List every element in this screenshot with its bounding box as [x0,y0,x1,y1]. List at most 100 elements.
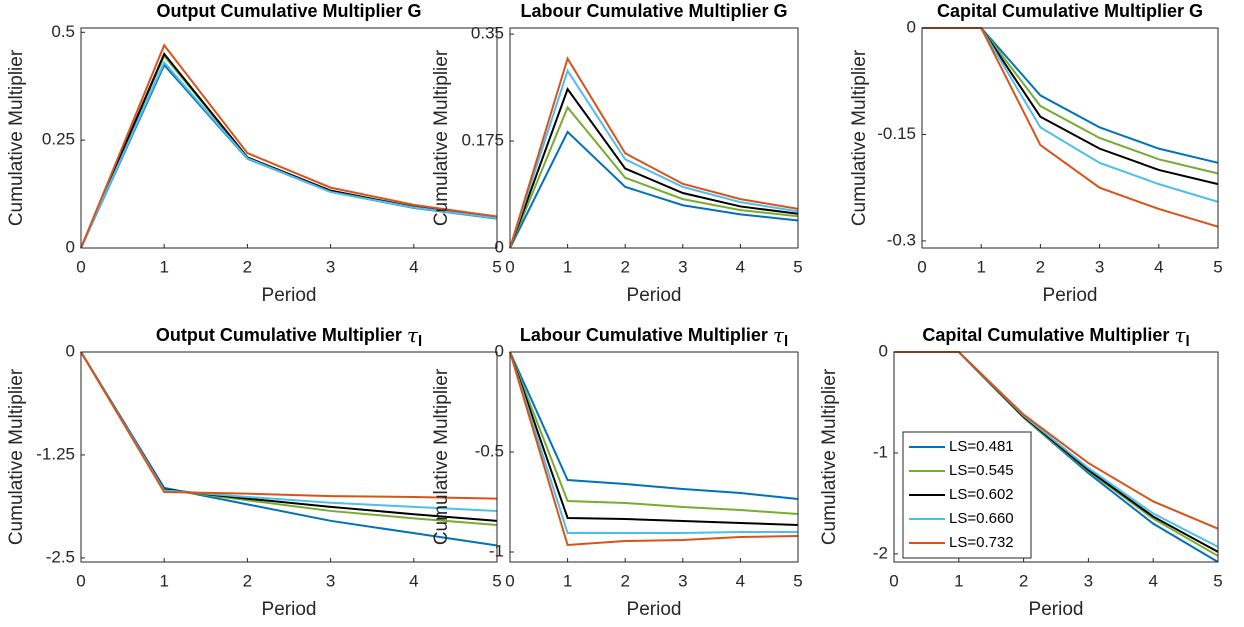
x-axis-label: Period [262,285,317,306]
series-line [509,105,799,249]
y-tick-label: -2.5 [46,547,75,566]
x-tick-label: 0 [917,257,926,276]
legend-label: LS=0.481 [949,438,1014,455]
x-tick-label: 5 [1213,571,1222,590]
x-tick-label: 5 [492,257,501,276]
x-tick-label: 1 [976,257,985,276]
y-tick-label: 0 [879,341,888,360]
title-subscript: l [1185,333,1189,350]
legend-label: LS=0.732 [949,534,1014,551]
x-tick-label: 4 [736,571,745,590]
subplot: Labour Cumulative Multiplier τl Period Cum… [431,323,803,621]
subplot: Output Cumulative Multiplier G Period Cumu… [6,1,502,306]
x-tick-label: 4 [1148,571,1157,590]
title-text: Output Cumulative Multiplier [156,325,402,345]
x-tick-label: 1 [954,571,963,590]
y-tick-label: -2 [873,543,888,562]
y-tick-label: -1 [489,541,504,560]
y-tick-label: 0 [495,237,504,256]
y-tick-label: 0 [495,341,504,360]
title-subscript: l [418,333,422,350]
title-text: Capital Cumulative Multiplier G [937,1,1203,21]
axes-box [921,27,1219,249]
title-text: Labour Cumulative Multiplier G [520,1,787,21]
x-tick-label: 0 [505,257,514,276]
chart-title: Labour Cumulative Multiplier G [520,1,787,21]
chart-title: Capital Cumulative Multiplier G [937,1,1203,21]
series-line [509,130,799,249]
series-line [922,27,1219,228]
y-tick-label: -1.25 [36,444,75,463]
x-tick-label: 5 [1213,257,1222,276]
series-line [80,43,498,249]
axes-box [80,27,498,249]
chart-title: Output Cumulative Multiplier τl [156,323,422,350]
series-line [509,68,799,249]
y-axis-label: Cumulative Multiplier [6,49,27,226]
title-symbol: τ [1174,323,1186,347]
series-line [922,27,1219,164]
axes-box [509,27,799,249]
title-symbol: τ [773,323,785,347]
y-tick-label: 0.175 [461,131,504,150]
y-tick-label: 0 [66,341,75,360]
title-text: Labour Cumulative Multiplier [520,325,768,345]
series-line [509,351,799,547]
y-tick-label: 0 [907,17,916,36]
y-axis-label: Cumulative Multiplier [431,368,452,545]
series-line [509,351,799,515]
x-tick-label: 1 [563,257,572,276]
title-subscript: l [784,333,788,350]
y-tick-label: 0.5 [51,22,75,41]
subplot: Labour Cumulative Multiplier G Period Cumu… [431,1,803,306]
x-tick-label: 5 [793,571,802,590]
x-tick-label: 3 [1095,257,1104,276]
legend-label: LS=0.660 [949,510,1014,527]
title-text: Capital Cumulative Multiplier [922,325,1169,345]
y-tick-label: -0.15 [877,124,916,143]
title-text: Output Cumulative Multiplier G [157,1,422,21]
series-line [80,351,498,500]
axes-box [893,351,1219,563]
subplot: Capital Cumulative Multiplier τl Period Cu… [819,323,1223,621]
x-tick-label: 5 [492,571,501,590]
series-line [509,86,799,249]
x-tick-label: 3 [1084,571,1093,590]
chart-title: Capital Cumulative Multiplier τl [922,323,1189,350]
series-line [509,351,799,500]
y-axis-label: Cumulative Multiplier [849,49,870,226]
y-axis-label: Cumulative Multiplier [6,368,27,545]
x-tick-label: 3 [326,571,335,590]
y-tick-label: -1 [873,442,888,461]
legend-label: LS=0.602 [949,486,1014,503]
y-tick-label: -0.5 [475,441,504,460]
chart-title: Output Cumulative Multiplier G [157,1,422,21]
series-line [509,351,798,534]
x-tick-label: 5 [793,257,802,276]
x-tick-label: 4 [736,257,745,276]
x-tick-label: 1 [159,257,168,276]
x-tick-label: 4 [409,571,418,590]
x-tick-label: 0 [76,257,85,276]
y-tick-label: 0.25 [42,130,75,149]
series-line [80,60,498,249]
x-tick-label: 4 [1154,257,1163,276]
series-line [509,56,799,249]
subplot: Capital Cumulative Multiplier G Period Cum… [849,1,1223,306]
y-tick-label: 0 [66,237,75,256]
x-axis-label: Period [262,599,317,620]
axes-box [509,351,799,563]
y-axis-label: Cumulative Multiplier [819,368,840,545]
series-line [922,27,1219,203]
series-line [922,27,1219,186]
chart-title: Labour Cumulative Multiplier τl [520,323,788,350]
x-tick-label: 4 [409,257,418,276]
x-tick-label: 2 [243,257,252,276]
y-tick-label: 0.35 [471,24,504,43]
x-tick-label: 0 [505,571,514,590]
x-tick-label: 3 [678,571,687,590]
x-axis-label: Period [627,599,682,620]
x-tick-label: 2 [620,571,629,590]
